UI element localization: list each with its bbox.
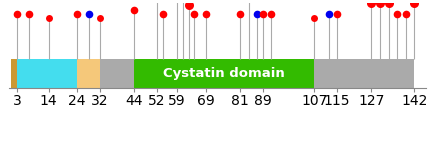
Bar bbox=[17, 59, 77, 88]
Bar bbox=[314, 59, 414, 88]
Bar bbox=[134, 59, 314, 88]
Bar bbox=[77, 59, 100, 88]
Bar bbox=[100, 59, 134, 88]
Text: Cystatin domain: Cystatin domain bbox=[163, 67, 285, 80]
Bar bbox=[12, 59, 17, 88]
Bar bbox=[12, 59, 414, 88]
